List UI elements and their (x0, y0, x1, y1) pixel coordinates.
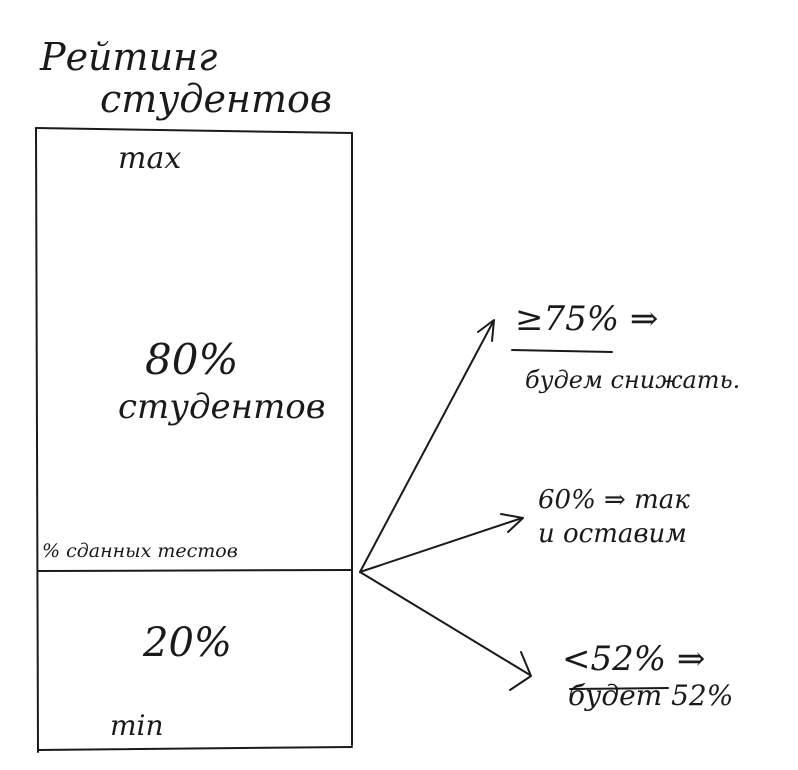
arrow-to-mid-outcome (359, 517, 523, 573)
upper-share-caption: студентов (118, 387, 326, 427)
max-label: max (118, 141, 181, 176)
diagram-title-line1: Рейтинг (39, 35, 217, 79)
outcome-high-action: будем снижать. (525, 366, 740, 394)
outcome-high-underline (511, 349, 613, 353)
arrow-to-high-outcome (359, 321, 494, 573)
outcome-arrows (359, 319, 532, 691)
arrow-head-low (509, 651, 532, 691)
rating-box (35, 127, 353, 753)
outcome-low-underline (569, 687, 669, 690)
min-label: min (110, 709, 164, 742)
rating-box-left-edge (35, 127, 39, 753)
outcome-mid-condition: 60% ⇒ так (538, 485, 690, 515)
arrow-head-mid (500, 513, 524, 533)
arrow-to-low-outcome (359, 571, 531, 676)
upper-share-percent: 80% (145, 335, 238, 384)
outcome-low-action: будет 52% (568, 679, 733, 712)
outcome-mid: 60% ⇒ так и оставим (538, 485, 690, 549)
rating-box-top-edge (35, 127, 353, 134)
outcome-low: <52% ⇒ будет 52% (562, 639, 733, 712)
lower-share-percent: 20% (142, 620, 232, 666)
outcome-low-condition: <52% ⇒ (562, 639, 705, 679)
outcome-mid-action: и оставим (538, 519, 687, 549)
outcome-high: ≥75% ⇒ будем снижать. (511, 299, 740, 394)
rating-box-bottom-edge (37, 746, 353, 751)
passed-tests-label: % сданных тестов (42, 540, 238, 562)
outcome-high-condition: ≥75% ⇒ (515, 299, 658, 339)
threshold-divider-line (37, 569, 353, 572)
diagram-title-line2: студентов (100, 77, 332, 121)
arrow-head-high (477, 319, 495, 342)
